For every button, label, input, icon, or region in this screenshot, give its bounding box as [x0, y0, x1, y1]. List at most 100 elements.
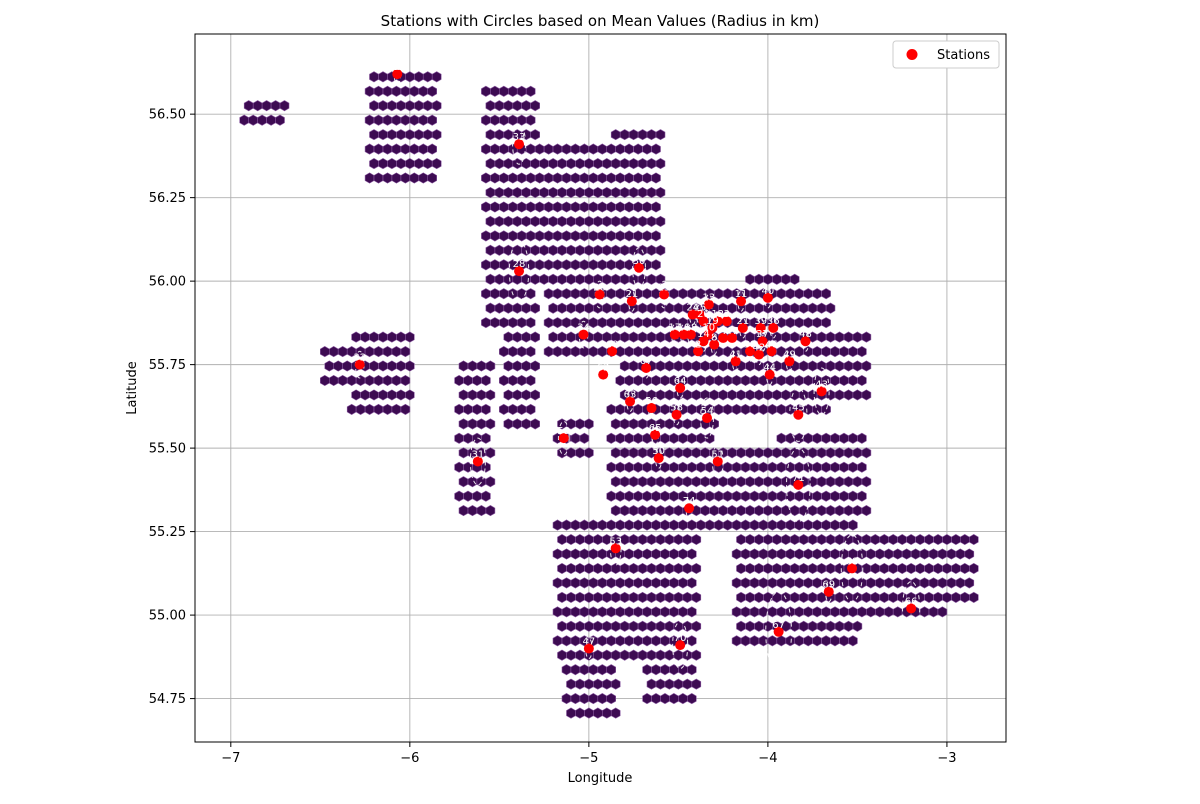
station-label: 58 — [670, 403, 683, 414]
station-point — [693, 346, 704, 357]
hex-cell — [812, 577, 822, 589]
hex-cell — [745, 591, 755, 603]
hex-cell — [758, 519, 769, 531]
hex-cell — [557, 244, 567, 256]
hex-cell — [427, 85, 437, 97]
hex-cell — [503, 418, 514, 430]
hex-cell — [543, 172, 554, 184]
hex-cell — [557, 447, 567, 459]
hex-cell — [378, 100, 388, 112]
hex-cell — [883, 577, 894, 589]
hex-cell — [494, 273, 505, 285]
hex-cell — [834, 591, 845, 603]
hex-cell — [633, 606, 643, 618]
hex-cell — [624, 635, 634, 647]
station-label: 47 — [726, 326, 739, 337]
hex-cell — [687, 403, 697, 415]
hex-cell — [651, 490, 661, 502]
station-label: 19 — [706, 316, 719, 327]
hex-cell — [696, 490, 706, 502]
hex-cell — [279, 100, 290, 112]
hex-cell — [516, 230, 527, 242]
hex-cell — [619, 562, 630, 575]
hex-cell — [615, 288, 625, 300]
hex-cell — [597, 201, 608, 213]
hex-cell — [610, 649, 621, 661]
hex-cell — [543, 143, 554, 155]
hex-cell — [807, 505, 818, 517]
hex-cell — [781, 534, 791, 546]
hex-cell — [405, 100, 415, 112]
station-label: 54 — [701, 406, 714, 417]
hex-cell — [767, 490, 778, 502]
hex-cell — [785, 432, 796, 444]
hex-cell — [619, 215, 630, 227]
hex-cell — [745, 534, 755, 546]
hex-cell — [561, 693, 572, 705]
station-label: 70 — [674, 633, 687, 644]
hex-cell — [422, 158, 433, 170]
hex-cell — [369, 331, 379, 343]
hex-cell — [597, 317, 608, 329]
hex-cell — [521, 186, 531, 199]
hex-cell — [960, 534, 970, 546]
hex-cell — [628, 244, 639, 256]
hex-cell — [866, 548, 876, 560]
hex-cell — [463, 490, 473, 502]
hex-cell — [754, 360, 764, 372]
hex-cell — [637, 215, 648, 227]
hex-cell — [713, 403, 724, 415]
hex-cell — [646, 302, 657, 314]
hex-cell — [731, 461, 742, 473]
hex-cell — [503, 158, 514, 170]
hex-cell — [951, 562, 961, 575]
hex-cell — [619, 360, 630, 372]
y-tick-label: 55.75 — [149, 358, 186, 373]
hex-cell — [364, 143, 375, 155]
hex-cell — [718, 389, 728, 401]
hex-cell — [485, 389, 496, 401]
hex-cell — [610, 678, 621, 690]
hex-cell — [355, 403, 366, 415]
hex-cell — [696, 374, 706, 387]
hex-cell — [628, 331, 639, 343]
hex-cell — [575, 302, 585, 314]
hex-cell — [678, 432, 688, 444]
hex-cell — [476, 505, 487, 517]
hex-cell — [463, 374, 473, 387]
hex-cell — [539, 215, 549, 227]
hex-cell — [633, 519, 643, 531]
hex-cell — [682, 418, 693, 430]
hex-cell — [861, 360, 872, 372]
hex-cell — [610, 620, 621, 632]
hex-cell — [633, 201, 643, 213]
hex-cell — [485, 215, 496, 227]
hex-cell — [628, 129, 639, 141]
hex-cell — [503, 360, 514, 372]
hex-cell — [485, 360, 496, 372]
hex-cell — [781, 476, 791, 488]
hex-cell — [642, 606, 652, 618]
hex-cell — [870, 534, 881, 546]
x-tick-label: −6 — [400, 751, 419, 766]
hex-cell — [337, 374, 348, 387]
hex-cell — [382, 346, 393, 358]
hex-cell — [646, 678, 657, 690]
hex-cell — [745, 476, 755, 488]
hex-cell — [597, 577, 608, 589]
hex-cell — [548, 331, 558, 343]
station-point — [847, 563, 858, 574]
hex-cell — [678, 346, 688, 358]
station-point — [653, 453, 664, 464]
hex-cell — [588, 548, 599, 560]
station-point — [659, 289, 670, 300]
hex-cell — [669, 432, 679, 444]
hex-cell — [754, 505, 764, 517]
hex-cell — [803, 490, 813, 502]
hex-cell — [960, 591, 970, 603]
hex-cell — [378, 331, 388, 343]
hex-cell — [481, 490, 491, 502]
hex-cell — [548, 215, 558, 227]
hex-cell — [937, 577, 948, 589]
hex-cell — [772, 302, 782, 314]
